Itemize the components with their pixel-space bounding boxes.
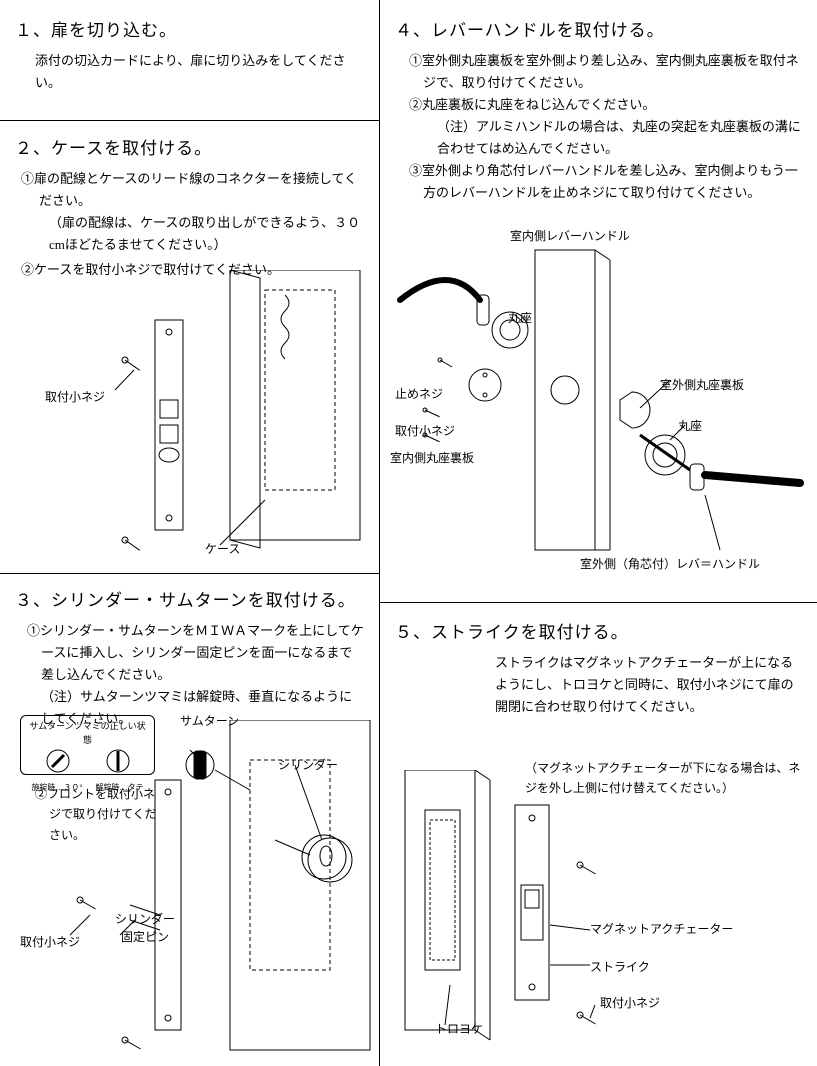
right-column: ４、レバーハンドルを取付ける。 ①室外側丸座裏板を室外側より差し込み、室内側丸座… — [380, 0, 817, 1066]
sec3-p1: ①シリンダー・サムターンをＭＩＷＡマークを上にしてケースに挿入し、シリンダー固定… — [27, 620, 364, 686]
sec4-body: ①室外側丸座裏板を室外側より差し込み、室内側丸座裏板を取付ネジで、取り付けてくだ… — [395, 50, 802, 205]
sec2-title: ２、ケースを取付ける。 — [15, 136, 364, 162]
sec4-label-outdoor-back: 室外側丸座裏板 — [660, 376, 744, 394]
divider-1-2 — [0, 120, 380, 121]
sec2-p1: ①扉の配線とケースのリード線のコネクターを接続してください。 — [35, 168, 364, 212]
sec3-label-screw: 取付小ネジ — [20, 933, 80, 951]
section-1: １、扉を切り込む。 添付の切込カードにより、扉に切り込みをしてください。 — [0, 8, 379, 104]
sec4-label-mountscrew: 取付小ネジ — [395, 422, 455, 440]
sec3-label-thumbturn: サムターン — [180, 712, 239, 730]
sec2-body: ①扉の配線とケースのリード線のコネクターを接続してください。 （扉の配線は、ケー… — [15, 168, 364, 281]
sec4-label-stopscrew: 止めネジ — [395, 385, 443, 403]
sec5-label-trough: トロヨケ — [435, 1020, 483, 1038]
sec4-label-indoor-lever: 室内側レバーハンドル — [510, 227, 630, 245]
sec4-p1: ①室外側丸座裏板を室外側より差し込み、室内側丸座裏板を取付ネジで、取り付けてくだ… — [423, 50, 802, 94]
sec2-p1note: （扉の配線は、ケースの取り出しができるよう、３０cmほどたるませてください。） — [35, 212, 364, 256]
section-2: ２、ケースを取付ける。 ①扉の配線とケースのリード線のコネクターを接続してくださ… — [0, 126, 379, 291]
sec4-label-indoor-back: 室内側丸座裏板 — [390, 449, 474, 467]
sec4-label-outdoor-lever: 室外側（角芯付）レバ＝ハンドル — [580, 555, 760, 573]
sec5-label-magnet: マグネットアクチェーター — [590, 920, 733, 938]
sec4-diagram — [385, 240, 815, 580]
sec5-label-strike: ストライク — [590, 958, 650, 976]
sec5-body: ストライクはマグネットアクチェーターが上になるようにし、トロヨケと同時に、取付小… — [395, 652, 802, 718]
sec1-body: 添付の切込カードにより、扉に切り込みをしてください。 — [15, 50, 364, 94]
sec2-label-screw: 取付小ネジ — [45, 388, 105, 406]
sec1-title: １、扉を切り込む。 — [15, 18, 364, 44]
sec4-label-rosette: 丸座 — [508, 309, 532, 327]
sec5-title: ５、ストライクを取付ける。 — [395, 620, 802, 646]
sec2-diagram — [110, 270, 370, 570]
section-4: ４、レバーハンドルを取付ける。 ①室外側丸座裏板を室外側より差し込み、室内側丸座… — [380, 8, 817, 214]
sec4-title: ４、レバーハンドルを取付ける。 — [395, 18, 802, 44]
sec5-label-screw: 取付小ネジ — [600, 994, 660, 1012]
sec3-label-cylinder: シリンダー — [278, 756, 338, 774]
sec3-title: ３、シリンダー・サムターンを取付ける。 — [15, 588, 364, 614]
left-column: １、扉を切り込む。 添付の切込カードにより、扉に切り込みをしてください。 ２、ケ… — [0, 0, 380, 1066]
sec4-p3: ③室外側より角芯付レバーハンドルを差し込み、室内側よりもう一方のレバーハンドルを… — [423, 160, 802, 204]
sec2-label-case: ケース — [205, 540, 240, 558]
divider-2-3 — [0, 573, 380, 574]
sec4-p2note: （注）アルミハンドルの場合は、丸座の突起を丸座裏板の溝に合わせてはめ込んでくださ… — [423, 116, 802, 160]
divider-4-5 — [380, 602, 817, 603]
sec3-label-pin: シリンダー固定ピン — [115, 910, 175, 946]
sec4-label-rosette2: 丸座 — [678, 417, 702, 435]
sec4-p2: ②丸座裏板に丸座をねじ込んでください。 — [423, 94, 802, 116]
